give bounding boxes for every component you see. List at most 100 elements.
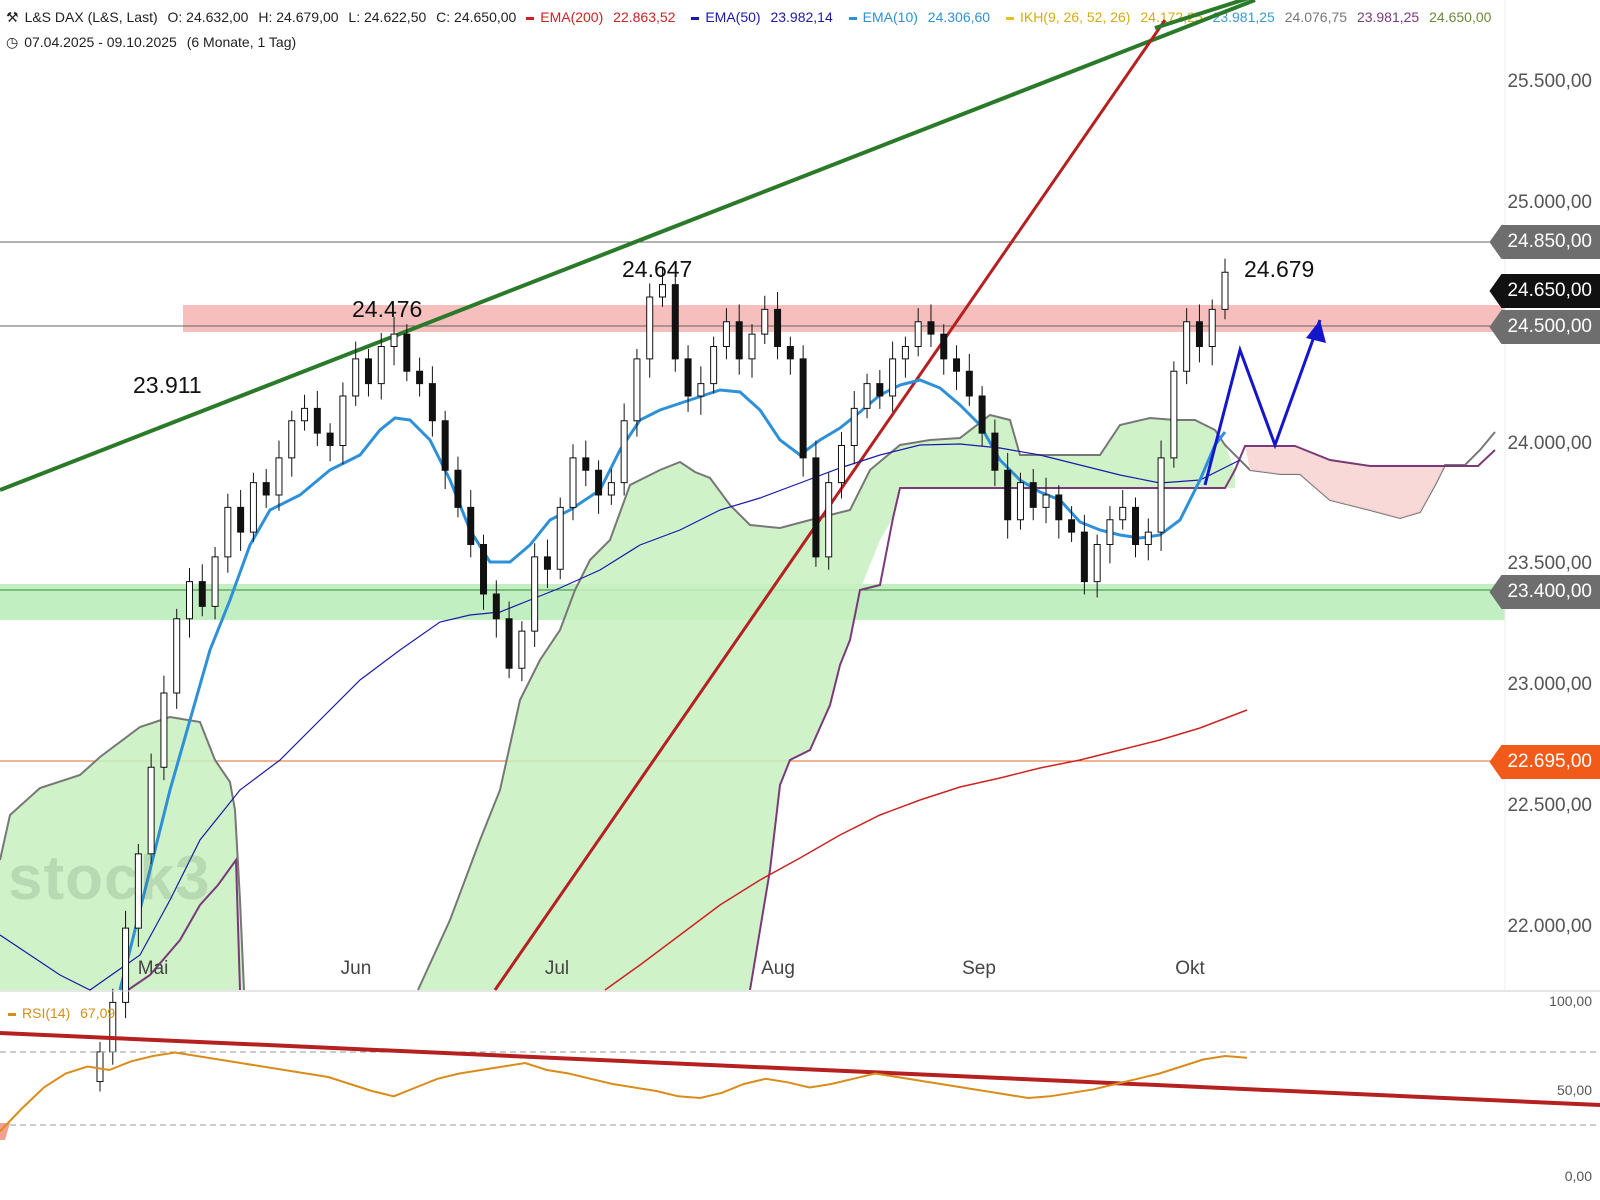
candle-up: [825, 482, 833, 558]
candle-up: [1106, 519, 1114, 545]
candle-up: [659, 284, 666, 298]
candle-down: [940, 333, 948, 360]
candle-down: [1132, 506, 1140, 545]
candle-up: [134, 853, 142, 929]
candle-down: [262, 482, 270, 496]
candle-down: [480, 544, 488, 595]
candle-down: [965, 370, 973, 397]
high-value: H: 24.679,00: [258, 9, 339, 25]
projection-arrow-path: [1203, 319, 1322, 486]
ema200-legend: EMA(200) 22.863,52: [526, 9, 681, 25]
candle-down: [313, 407, 321, 434]
candle-up: [1221, 271, 1229, 310]
close-value: C: 24.650,00: [436, 9, 517, 25]
candle-down: [812, 457, 820, 558]
candle-down: [978, 395, 986, 434]
candle-up: [211, 556, 219, 607]
candle-down: [364, 358, 372, 385]
price-badge-22695: 22.695,00: [1489, 745, 1600, 779]
month-label-sep: Sep: [962, 958, 996, 979]
candle-up: [249, 482, 257, 533]
candle-up: [914, 321, 922, 347]
candle-up: [646, 296, 654, 360]
candle-up: [160, 692, 168, 768]
candle-down: [1080, 531, 1088, 583]
candle-down: [428, 383, 436, 422]
candle-down: [953, 358, 961, 372]
ichimoku-cloud-left: [0, 717, 244, 990]
month-label-mai: Mai: [137, 958, 169, 979]
annotation-low-23911: 23.911: [133, 372, 202, 398]
candle-up: [722, 321, 730, 347]
price-badge-23400: 23.400,00: [1489, 575, 1600, 609]
candle-up: [147, 766, 155, 855]
month-label-jul: Jul: [544, 958, 570, 979]
candle-down: [1029, 482, 1037, 508]
candle-down: [799, 358, 807, 459]
trendline-green-upper: [1154, 0, 1250, 30]
header-line-1: ⚒ L&S DAX (L&S, Last) O: 24.632,00 H: 24.…: [6, 9, 1503, 26]
candle-up: [173, 618, 181, 694]
candle-up: [352, 358, 360, 397]
rsi-legend: RSI(14) 67,09: [8, 1005, 121, 1021]
candle-down: [416, 370, 424, 385]
low-value: L: 24.622,50: [348, 9, 427, 25]
rsi-axis-label: 50,00: [1556, 1082, 1592, 1098]
annotation-peak-24679: 24.679: [1244, 256, 1315, 282]
price-axis-label: 23.000,00: [1507, 674, 1592, 695]
candle-up: [761, 308, 769, 335]
ichimoku-span-left-purple: [127, 857, 241, 991]
candle-up: [556, 506, 564, 570]
candle-down: [595, 469, 603, 496]
ema50-line: [0, 443, 1241, 991]
candle-up: [1170, 370, 1178, 459]
candle-up: [1157, 457, 1165, 533]
candle-up: [837, 445, 845, 484]
candle-up: [569, 457, 577, 508]
ema10-legend: EMA(10) 24.306,60: [848, 9, 996, 25]
candle-up: [1042, 494, 1050, 508]
candle-up: [607, 482, 615, 496]
candle-up: [1093, 544, 1101, 583]
price-badge-24500: 24.500,00: [1489, 310, 1600, 344]
chart-type-icon: ⚒: [6, 9, 19, 25]
candle-down: [786, 346, 794, 360]
candle-down: [927, 321, 935, 335]
clock-icon: ◷: [6, 34, 19, 50]
candle-up: [96, 1051, 104, 1083]
resistance-zone: [183, 305, 1505, 332]
candle-down: [467, 506, 475, 545]
ichimoku-cloud-future: [1245, 446, 1478, 518]
ema50-legend: EMA(50) 23.982,14: [691, 9, 838, 25]
ichimoku-cloud-main: [418, 415, 1235, 990]
candle-up: [301, 407, 309, 422]
rsi-axis-label: 100,00: [1549, 993, 1592, 1009]
interval-label: (6 Monate, 1 Tag): [186, 34, 297, 50]
candle-up: [288, 420, 296, 459]
candle-up: [633, 358, 641, 422]
candle-down: [1004, 469, 1012, 521]
price-axis-label: 22.500,00: [1507, 795, 1592, 816]
candle-up: [390, 333, 398, 347]
candle-up: [122, 927, 130, 1003]
candle-down: [198, 581, 206, 607]
price-axis-label-24000: 24.000,00: [1507, 433, 1592, 454]
price-axis-label: 23.500,00: [1507, 553, 1592, 574]
ema10-line: [118, 378, 1227, 991]
candle-down: [876, 383, 884, 397]
candle-down: [403, 333, 411, 372]
candle-up: [1208, 308, 1216, 347]
candle-up: [339, 395, 347, 446]
ichimoku-span-main-purple: [749, 445, 1496, 991]
candle-up: [531, 556, 539, 632]
trendline-green: [0, 0, 1256, 492]
candle-up: [850, 407, 858, 446]
price-badge-24650: 24.650,00: [1489, 274, 1600, 308]
rsi-trendline: [0, 1031, 1600, 1107]
candle-up: [1144, 531, 1152, 545]
candle-up: [901, 346, 909, 360]
header-line-2: ◷ 07.04.2025 - 09.10.2025 (6 Monate, 1 Ta…: [6, 34, 302, 51]
candle-up: [224, 506, 232, 558]
